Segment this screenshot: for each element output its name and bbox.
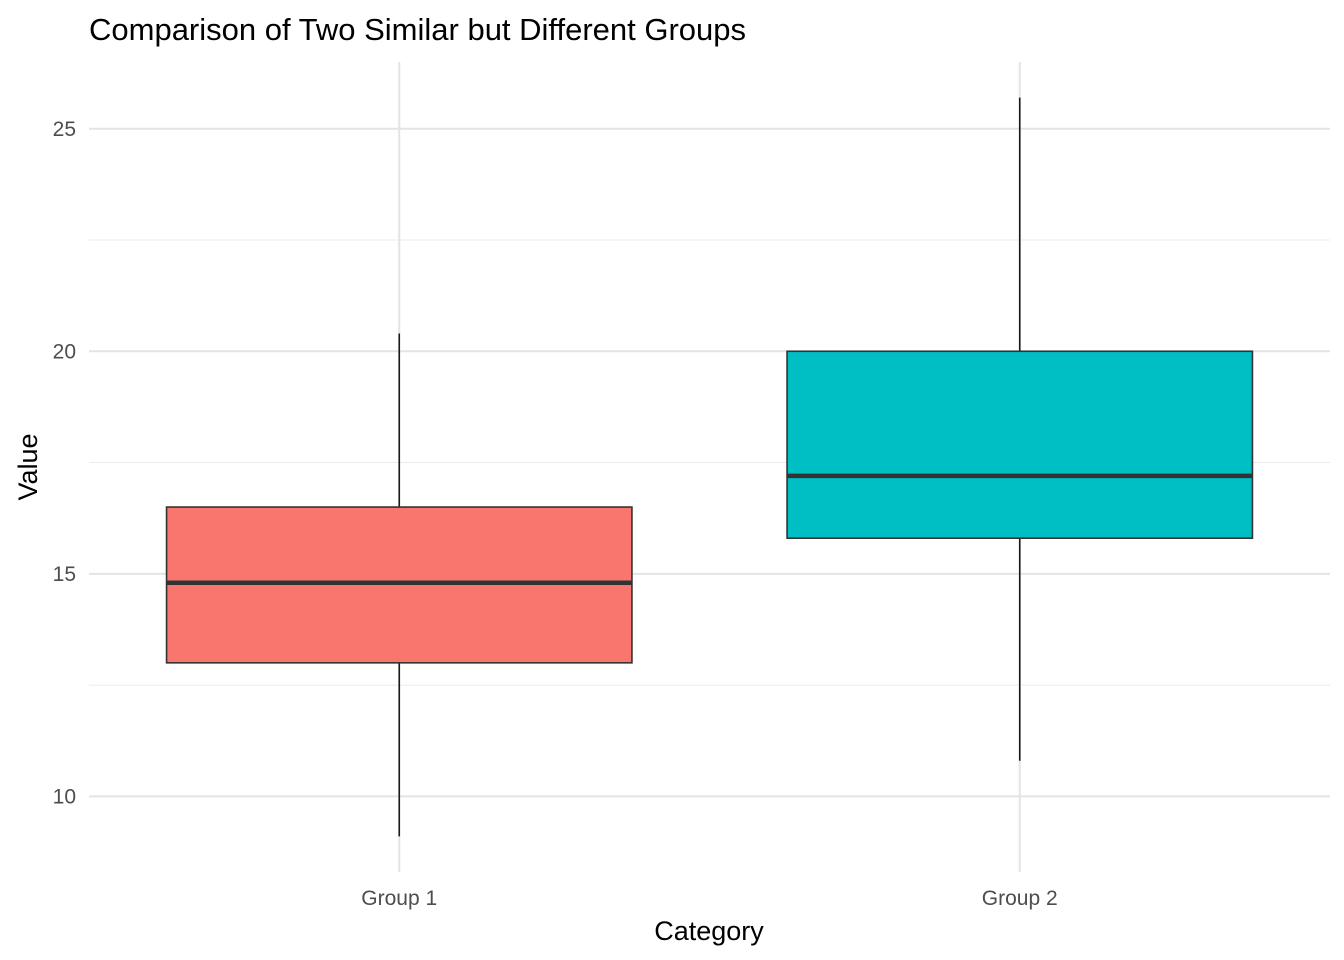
y-tick-label: 25 (53, 118, 76, 141)
y-axis-title: Value (13, 433, 43, 500)
y-tick-label: 15 (53, 563, 76, 586)
chart-title: Comparison of Two Similar but Different … (89, 12, 746, 47)
x-axis-title: Category (654, 916, 764, 946)
y-tick-label: 20 (53, 340, 76, 363)
y-tick-label: 10 (53, 785, 76, 808)
y-tick-labels: 10 15 20 25 (53, 118, 76, 809)
iqr-box (786, 350, 1254, 540)
box-2 (786, 97, 1254, 761)
x-tick-labels: Group 1 Group 2 (361, 887, 1057, 910)
box-1 (165, 333, 633, 837)
box-series (165, 97, 1254, 837)
x-tick-label: Group 2 (982, 887, 1058, 910)
x-tick-label: Group 1 (361, 887, 437, 910)
